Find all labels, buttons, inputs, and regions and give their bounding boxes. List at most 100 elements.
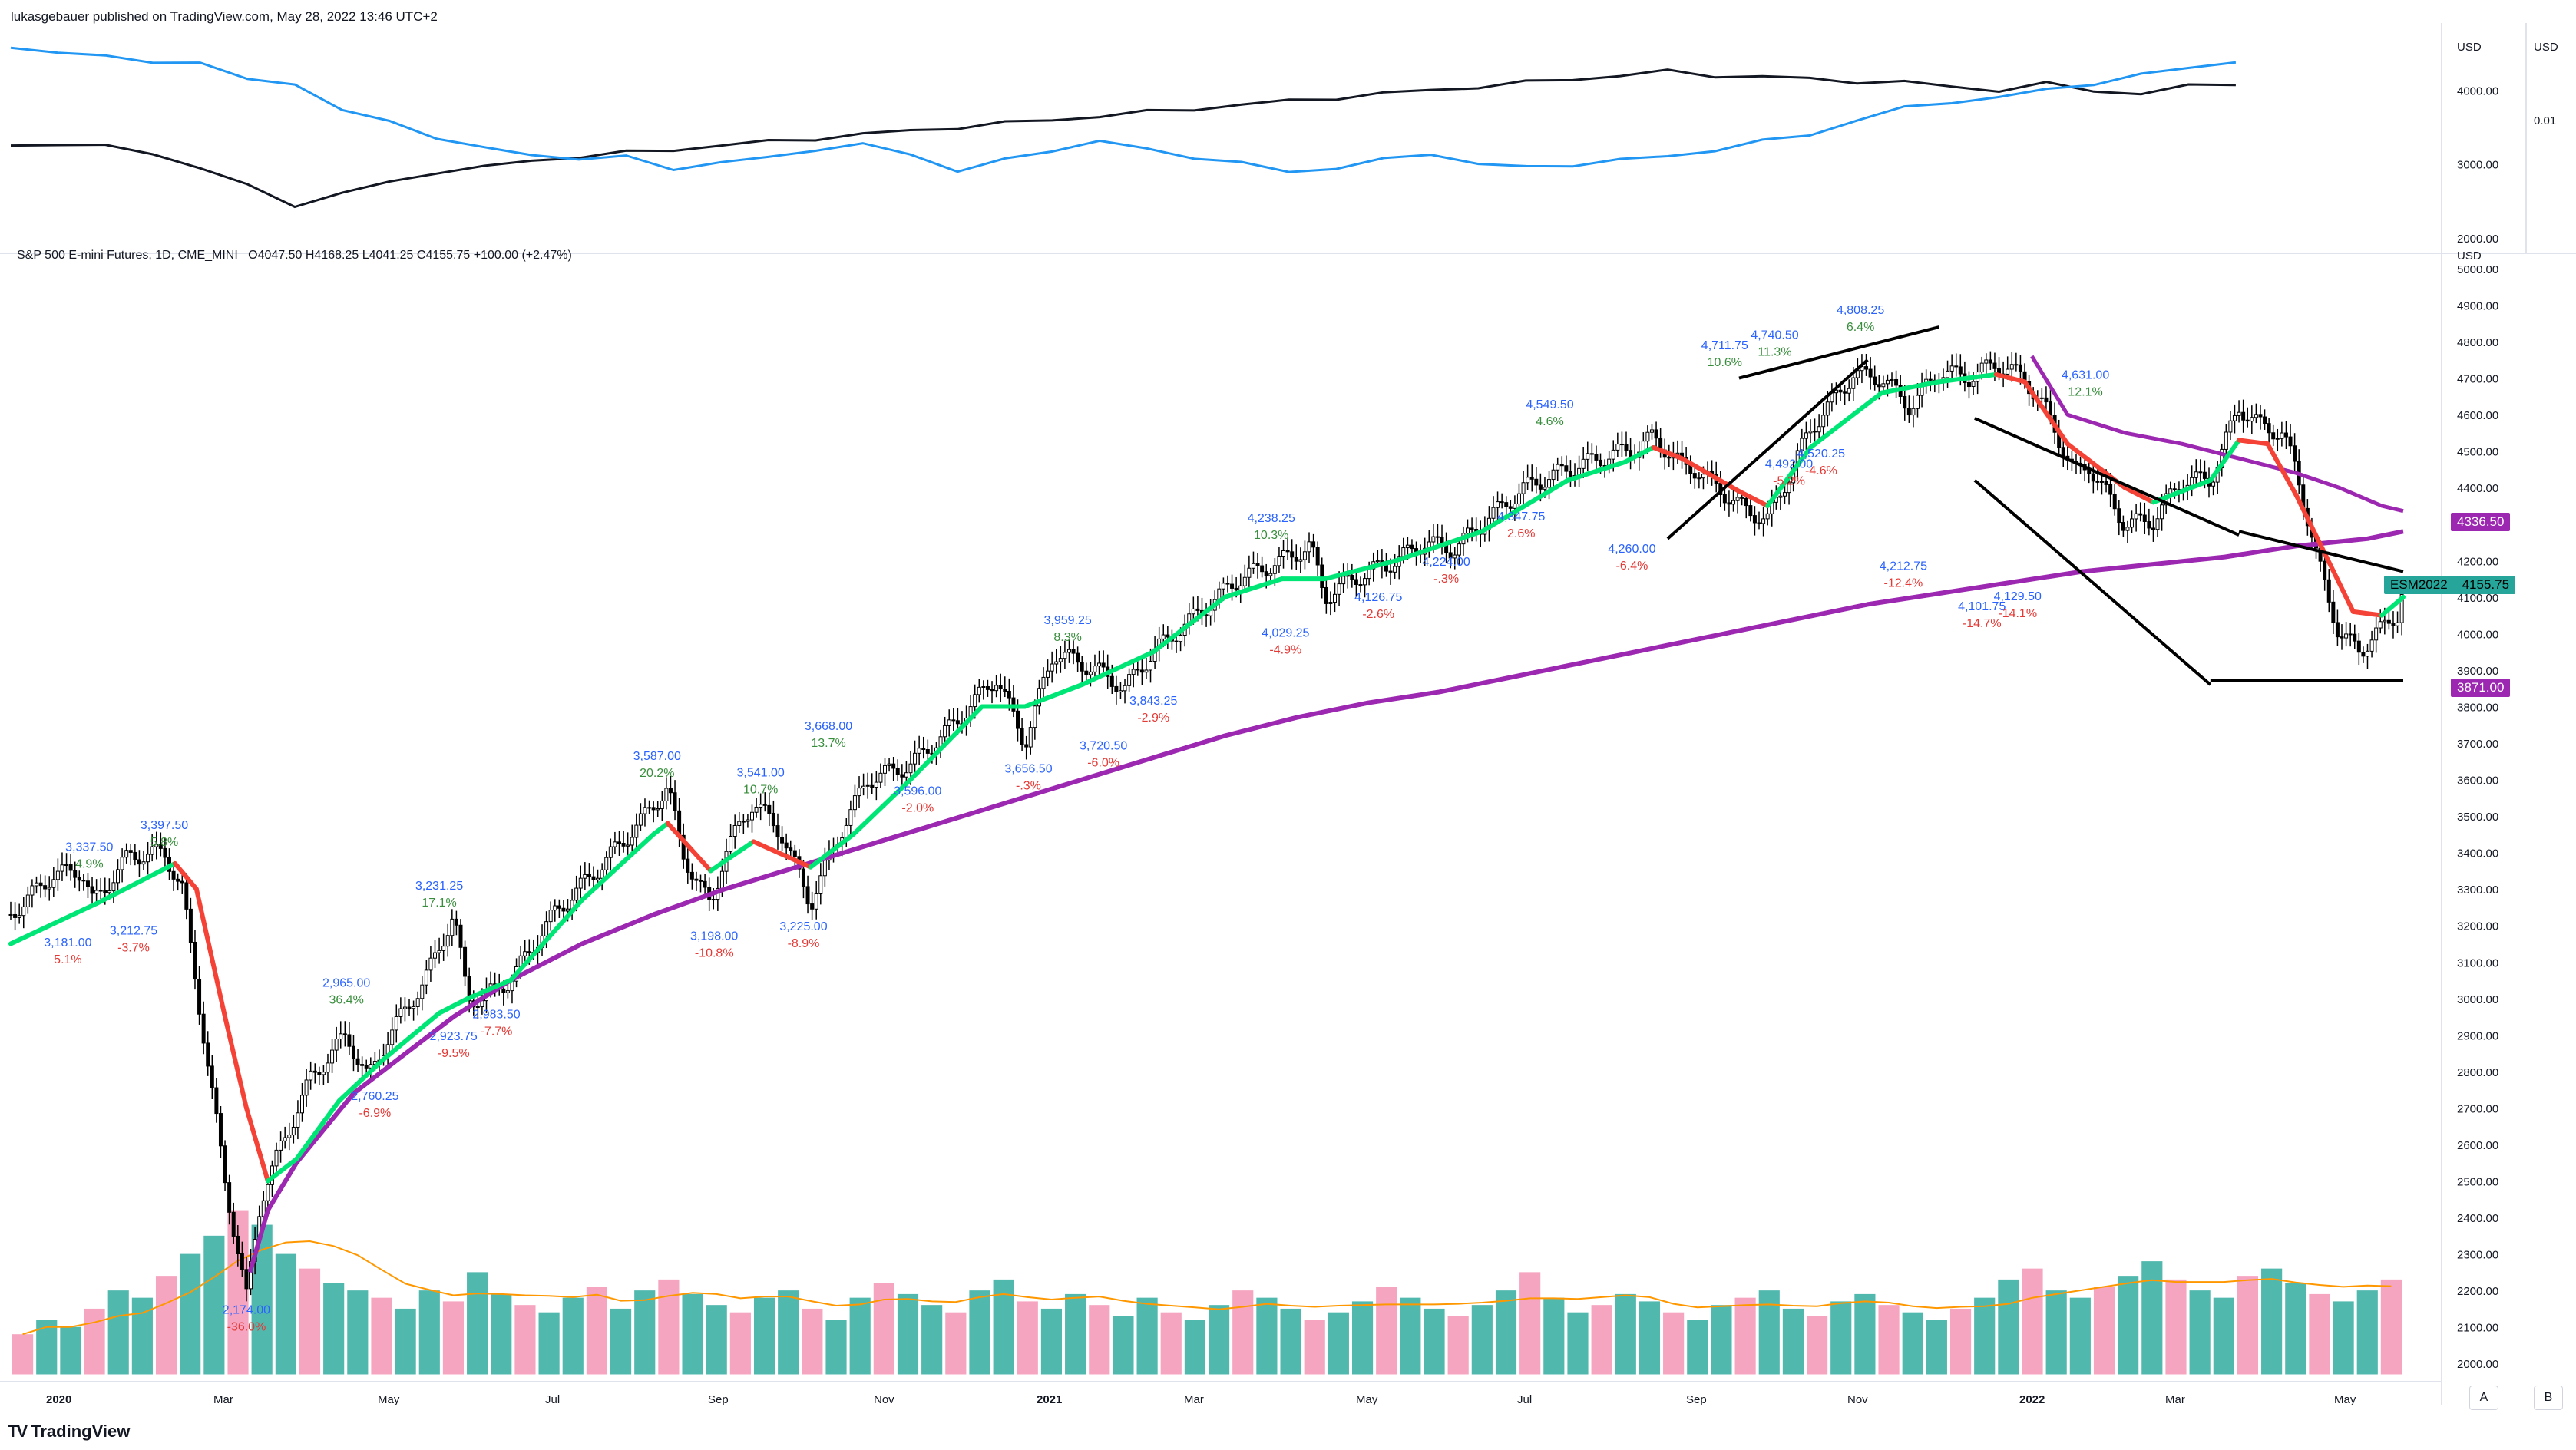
candle-body bbox=[501, 988, 506, 993]
candle-body bbox=[420, 984, 425, 999]
annotation-pct: 17.1% bbox=[422, 897, 456, 910]
volume-bar bbox=[299, 1268, 321, 1375]
annotation-price: 4,224.00 bbox=[1422, 556, 1470, 569]
candle-body bbox=[1161, 634, 1166, 639]
candle-body bbox=[2151, 527, 2155, 530]
ema-fast-segment bbox=[2022, 379, 2070, 447]
candle-body bbox=[317, 1072, 322, 1075]
candle-body bbox=[1324, 586, 1328, 604]
annotation-price: 3,668.00 bbox=[805, 720, 852, 733]
candle-body bbox=[1556, 464, 1560, 471]
candle-body bbox=[1088, 671, 1093, 675]
candle-body bbox=[394, 1016, 398, 1031]
candle-body bbox=[943, 725, 947, 738]
x-tick-label: Jul bbox=[1517, 1393, 1532, 1406]
candle-body bbox=[364, 1065, 369, 1069]
candle-body bbox=[1354, 579, 1358, 586]
candle-body bbox=[689, 871, 694, 880]
volume-bar bbox=[658, 1279, 680, 1375]
candle-body bbox=[1127, 674, 1132, 686]
candle-body bbox=[279, 1140, 283, 1151]
candle-body bbox=[1645, 431, 1650, 442]
candle-body bbox=[870, 784, 875, 788]
candle-body bbox=[1731, 500, 1736, 505]
annotation-pct: -7.7% bbox=[481, 1026, 513, 1039]
candle-body bbox=[1328, 602, 1333, 604]
main-y-tick: 2600.00 bbox=[2457, 1139, 2498, 1152]
ema-fast-segment bbox=[1679, 456, 1741, 494]
candle-body bbox=[1834, 389, 1838, 394]
instrument-title: S&P 500 E-mini Futures, 1D, CME_MINI O40… bbox=[17, 249, 572, 263]
candle-body bbox=[2125, 527, 2130, 531]
candle-body bbox=[1825, 401, 1830, 416]
candle-body bbox=[2340, 636, 2344, 639]
candle-body bbox=[1191, 608, 1195, 615]
ema-fast-segment bbox=[1993, 372, 2028, 385]
candle-body bbox=[2006, 368, 2010, 375]
candle-body bbox=[433, 952, 438, 959]
ema-fast-segment bbox=[2293, 492, 2327, 556]
x-tick-label: Mar bbox=[1184, 1393, 1204, 1406]
volume-bar bbox=[2022, 1268, 2043, 1375]
volume-bar bbox=[897, 1293, 919, 1375]
candle-body bbox=[2112, 494, 2117, 510]
candle-body bbox=[1131, 669, 1136, 675]
volume-bar bbox=[969, 1290, 990, 1375]
ema-fast-segment bbox=[193, 887, 228, 1019]
candle-body bbox=[1697, 477, 1701, 480]
volume-bar bbox=[323, 1283, 345, 1375]
candle-body bbox=[2335, 622, 2340, 638]
candle-body bbox=[2250, 417, 2254, 422]
volume-bar bbox=[1304, 1320, 1325, 1375]
candle-body bbox=[1984, 359, 1989, 364]
candle-body bbox=[626, 844, 630, 847]
candle-body bbox=[2095, 481, 2100, 483]
annotation-price: 4,711.75 bbox=[1701, 339, 1748, 352]
annotation-price: 3,231.25 bbox=[415, 880, 463, 893]
ema-fast-segment bbox=[1936, 372, 1999, 385]
annotation-pct: -2.9% bbox=[1137, 712, 1169, 725]
candle-body bbox=[1410, 544, 1414, 550]
main-y-tick: 4100.00 bbox=[2457, 592, 2498, 605]
candle-body bbox=[1787, 482, 1791, 494]
candle-body bbox=[1242, 576, 1247, 586]
annotation-pct: 20.2% bbox=[640, 767, 674, 780]
candle-body bbox=[1405, 544, 1410, 549]
candle-body bbox=[2194, 471, 2198, 478]
candle-body bbox=[1491, 507, 1496, 519]
annotation-price: 4,212.75 bbox=[1880, 560, 1927, 573]
log-scale-button[interactable]: B bbox=[2534, 1386, 2563, 1410]
candle-body bbox=[2258, 414, 2263, 418]
candle-body bbox=[193, 941, 197, 980]
candle-body bbox=[274, 1149, 279, 1167]
volume-bar bbox=[1376, 1287, 1397, 1375]
tradingview-brand[interactable]: TV TradingView bbox=[8, 1422, 130, 1442]
ema-fast-segment bbox=[651, 821, 670, 837]
candle-body bbox=[454, 918, 458, 926]
candle-body bbox=[1016, 710, 1020, 729]
annotation-price: 4,492.00 bbox=[1765, 458, 1813, 471]
candle-body bbox=[103, 890, 107, 893]
candle-body bbox=[1508, 506, 1513, 509]
candle-body bbox=[304, 1079, 309, 1096]
main-y-tick: 4400.00 bbox=[2457, 482, 2498, 495]
candle-body bbox=[1294, 557, 1298, 562]
annotation-price: 4,740.50 bbox=[1751, 329, 1798, 342]
candle-body bbox=[2283, 432, 2288, 438]
ema-fast-segment bbox=[508, 897, 585, 983]
candle-body bbox=[1649, 429, 1654, 433]
main-y-tick: 4700.00 bbox=[2457, 373, 2498, 386]
candle-body bbox=[921, 748, 926, 750]
ema-fast-segment bbox=[2207, 438, 2242, 483]
candle-body bbox=[445, 935, 450, 947]
auto-scale-button[interactable]: A bbox=[2469, 1386, 2498, 1410]
candle-body bbox=[1851, 377, 1856, 389]
candle-body bbox=[398, 1008, 403, 1017]
volume-bar bbox=[945, 1312, 967, 1375]
volume-bar bbox=[107, 1290, 129, 1375]
candle-body bbox=[737, 821, 742, 826]
ema-fast-segment bbox=[8, 901, 99, 946]
annotation-pct: -4.6% bbox=[1805, 464, 1837, 477]
volume-bar bbox=[1184, 1320, 1205, 1375]
